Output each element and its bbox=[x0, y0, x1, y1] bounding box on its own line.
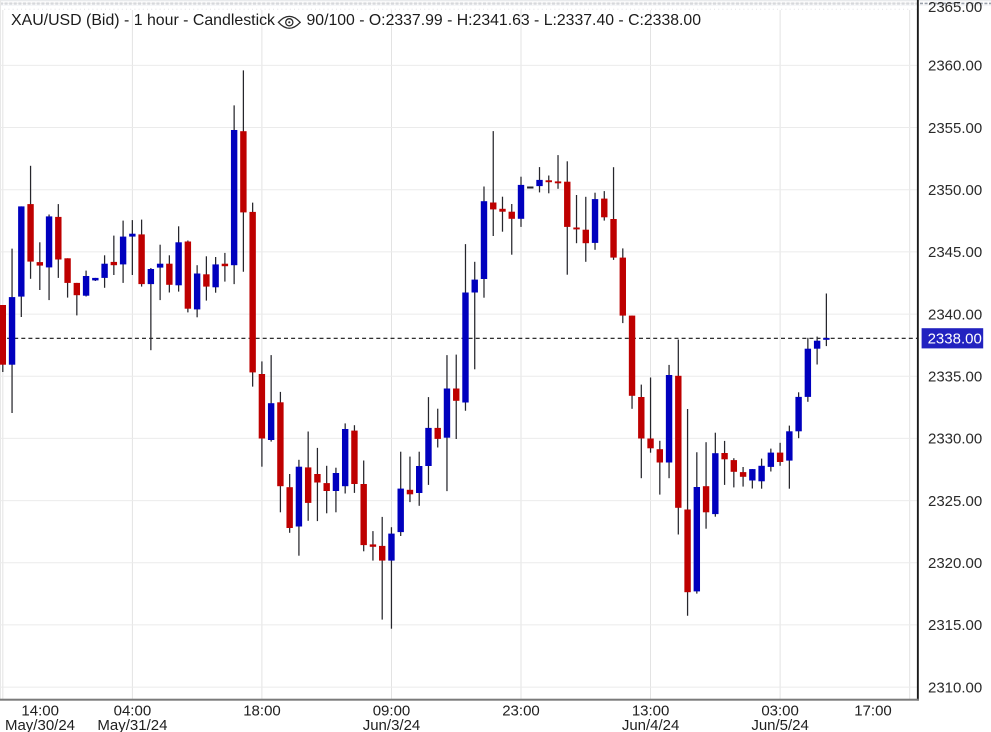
svg-text:23:00: 23:00 bbox=[502, 703, 540, 720]
svg-text:2365.00: 2365.00 bbox=[928, 0, 982, 16]
svg-text:Jun/3/24: Jun/3/24 bbox=[363, 717, 421, 732]
svg-text:13:00: 13:00 bbox=[632, 703, 670, 720]
svg-text:2360.00: 2360.00 bbox=[928, 58, 982, 75]
svg-text:18:00: 18:00 bbox=[243, 703, 281, 720]
svg-text:2315.00: 2315.00 bbox=[928, 617, 982, 634]
svg-text:04:00: 04:00 bbox=[114, 703, 152, 720]
svg-text:2355.00: 2355.00 bbox=[928, 120, 982, 137]
svg-text:May/31/24: May/31/24 bbox=[97, 717, 167, 732]
svg-text:14:00: 14:00 bbox=[21, 703, 59, 720]
svg-text:2335.00: 2335.00 bbox=[928, 369, 982, 386]
svg-text:2350.00: 2350.00 bbox=[928, 182, 982, 199]
svg-text:2330.00: 2330.00 bbox=[928, 431, 982, 448]
svg-text:2320.00: 2320.00 bbox=[928, 555, 982, 572]
svg-text:2338.00: 2338.00 bbox=[928, 331, 982, 348]
svg-text:XAU/USD (Bid) - 1 hour - Candl: XAU/USD (Bid) - 1 hour - Candlestick bbox=[11, 12, 276, 29]
svg-text:90/100 - O:2337.99 - H:2341.63: 90/100 - O:2337.99 - H:2341.63 - L:2337.… bbox=[307, 12, 702, 29]
svg-text:03:00: 03:00 bbox=[761, 703, 799, 720]
svg-text:2345.00: 2345.00 bbox=[928, 244, 982, 261]
svg-text:2325.00: 2325.00 bbox=[928, 493, 982, 510]
svg-text:17:00: 17:00 bbox=[854, 703, 892, 720]
svg-text:2340.00: 2340.00 bbox=[928, 306, 982, 323]
svg-text:09:00: 09:00 bbox=[373, 703, 411, 720]
svg-text:Jun/5/24: Jun/5/24 bbox=[751, 717, 809, 732]
svg-text:May/30/24: May/30/24 bbox=[5, 717, 75, 732]
svg-text:Jun/4/24: Jun/4/24 bbox=[622, 717, 680, 732]
svg-text:2310.00: 2310.00 bbox=[928, 679, 982, 696]
